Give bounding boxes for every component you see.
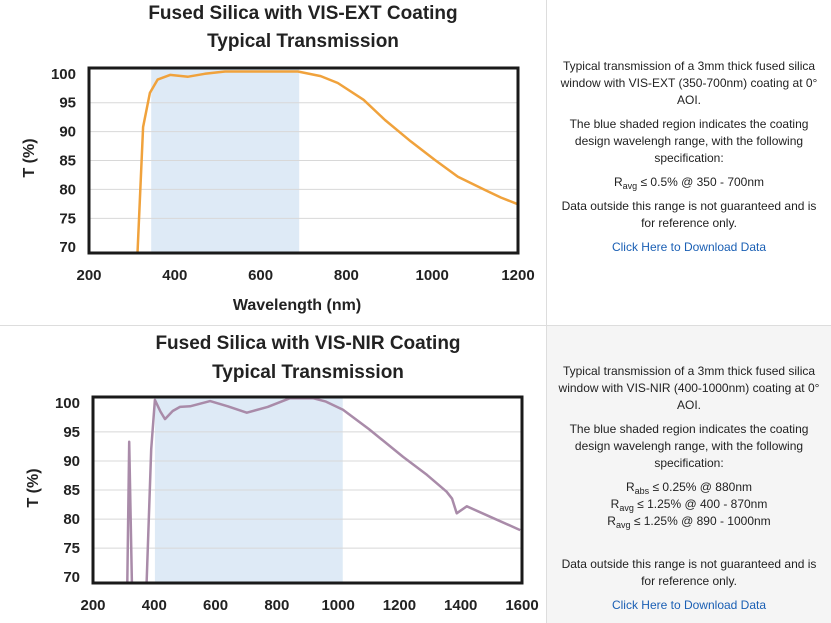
y-tick-label: 70: [59, 239, 76, 256]
chart-title-line1: Fused Silica with VIS-EXT Coating: [148, 3, 457, 24]
y-tick-label: 70: [63, 569, 80, 586]
x-tick-label: 1000: [416, 267, 449, 284]
chart-title-line2: Typical Transmission: [207, 31, 399, 52]
x-tick-label: 600: [203, 597, 228, 614]
chart-panel-vis-nir: Fused Silica with VIS-NIR Coating Typica…: [0, 326, 547, 623]
info-panel-vis-ext: Typical transmission of a 3mm thick fuse…: [547, 0, 831, 326]
download-data-link[interactable]: Click Here to Download Data: [611, 598, 767, 612]
x-tick-label: 1200: [383, 597, 416, 614]
x-tick-label: 400: [142, 597, 167, 614]
x-tick-label: 1600: [505, 597, 538, 614]
description: Typical transmission of a 3mm thick fuse…: [560, 59, 818, 107]
shading-note: The blue shaded region indicates the coa…: [569, 117, 809, 165]
x-tick-label: 200: [80, 597, 105, 614]
x-tick-label: 400: [162, 267, 187, 284]
x-tick-label: 800: [264, 597, 289, 614]
chart-title-line2: Typical Transmission: [212, 362, 404, 383]
chart-panel-vis-ext: Fused Silica with VIS-EXT Coating Typica…: [0, 0, 547, 326]
chart-vis-ext: Fused Silica with VIS-EXT Coating Typica…: [21, 3, 535, 314]
plot-frame: [91, 395, 524, 585]
spec-line: Rabs ≤ 0.25% @ 880nm: [625, 480, 753, 496]
transmission-curve: [136, 70, 518, 254]
y-tick-label: 100: [55, 395, 80, 412]
x-tick-label: 1400: [444, 597, 477, 614]
y-tick-label: 90: [59, 124, 76, 141]
spec-line: Ravg ≤ 0.5% @ 350 - 700nm: [613, 175, 765, 191]
disclaimer: Data outside this range is not guarantee…: [561, 557, 817, 588]
y-tick-label: 100: [51, 66, 76, 83]
y-tick-label: 75: [59, 210, 76, 227]
x-tick-label: 1000: [321, 597, 354, 614]
chart-title-line1: Fused Silica with VIS-NIR Coating: [155, 333, 460, 354]
y-tick-label: 85: [63, 482, 80, 499]
y-tick-label: 95: [63, 424, 80, 441]
y-tick-label: 90: [63, 453, 80, 470]
y-axis-label: T (%): [21, 138, 38, 177]
plot-frame: [87, 66, 520, 255]
description: Typical transmission of a 3mm thick fuse…: [558, 364, 820, 412]
y-tick-label: 80: [59, 181, 76, 198]
spec-line: Ravg ≤ 1.25% @ 400 - 870nm: [610, 497, 768, 513]
spec-line: Ravg ≤ 1.25% @ 890 - 1000nm: [607, 514, 771, 530]
y-axis-label: T (%): [25, 468, 42, 507]
y-tick-label: 80: [63, 511, 80, 528]
info-panel-vis-nir: Typical transmission of a 3mm thick fuse…: [547, 326, 831, 623]
chart-vis-nir: Fused Silica with VIS-NIR Coating Typica…: [25, 333, 539, 614]
x-tick-label: 800: [334, 267, 359, 284]
disclaimer: Data outside this range is not guarantee…: [561, 199, 817, 230]
x-tick-label: 200: [76, 267, 101, 284]
x-axis-label: Wavelength (nm): [233, 297, 361, 314]
x-tick-label: 1200: [501, 267, 534, 284]
shading-note: The blue shaded region indicates the coa…: [569, 422, 809, 470]
download-data-link[interactable]: Click Here to Download Data: [611, 240, 767, 254]
x-tick-label: 600: [248, 267, 273, 284]
y-tick-label: 85: [59, 153, 76, 170]
y-tick-label: 75: [63, 540, 80, 557]
y-tick-label: 95: [59, 95, 76, 112]
